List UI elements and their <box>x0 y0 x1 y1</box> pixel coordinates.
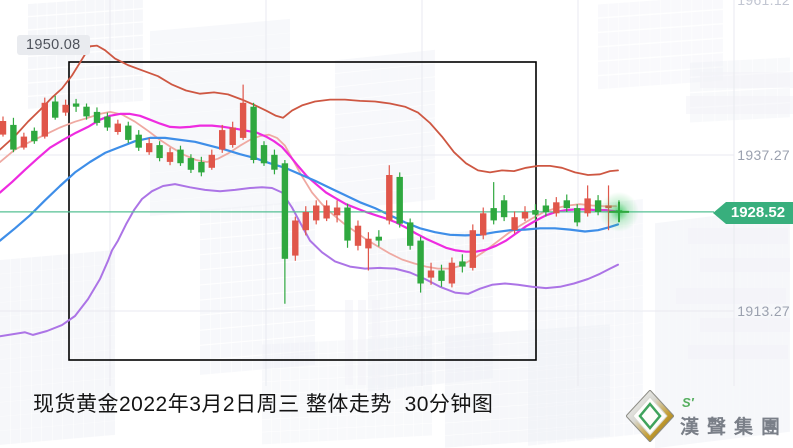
candle-body <box>208 154 215 168</box>
candle-body <box>239 102 247 138</box>
candle-body <box>500 200 508 218</box>
candle-body <box>333 207 341 216</box>
candle-body <box>83 106 90 117</box>
candle-body <box>0 121 7 135</box>
candle-body <box>114 123 121 132</box>
price-marker-label: 1950.08 <box>17 35 90 55</box>
candle-body <box>292 220 299 256</box>
brand-logo: S′ 漢聲集團 <box>624 388 793 446</box>
candle-body <box>354 225 362 246</box>
candle-body <box>93 111 101 123</box>
candle-body <box>229 127 236 145</box>
candle-body <box>480 213 487 236</box>
candle-body <box>438 270 445 281</box>
axis-price-label: 1961.12 <box>737 0 790 8</box>
brand-s-mark: S′ <box>682 395 694 410</box>
candle-body <box>260 145 268 164</box>
candle-body <box>31 130 38 142</box>
candle-body <box>386 175 393 221</box>
candle-body <box>271 154 278 170</box>
current-price-badge: 1928.52 <box>713 202 793 224</box>
candle-body <box>448 262 456 284</box>
candle-body <box>490 208 497 221</box>
candle-body <box>323 205 330 219</box>
candle-body <box>281 163 289 259</box>
candle-body <box>52 101 59 118</box>
candle-body <box>344 207 351 241</box>
candle-body <box>10 124 17 150</box>
ma-mid-line <box>0 112 618 253</box>
candles-group <box>0 84 623 304</box>
bollinger-lower-band-line <box>0 183 619 338</box>
candle-body <box>427 270 435 278</box>
ma-slow-line <box>0 136 620 242</box>
candle-body <box>135 134 142 148</box>
candle-body <box>511 217 518 231</box>
ma-fast-line <box>0 111 617 270</box>
candle-body <box>574 208 581 223</box>
candle-body <box>125 125 132 140</box>
candle-body <box>396 176 403 224</box>
candle-body <box>62 104 69 113</box>
candle-body <box>594 200 602 212</box>
candle-body <box>219 130 226 150</box>
candle-body <box>156 145 163 159</box>
candle-body <box>542 205 550 212</box>
candle-body <box>375 236 382 241</box>
candle-body <box>177 149 184 164</box>
candle-body <box>104 116 111 128</box>
highlight-box <box>68 61 537 361</box>
candle-body <box>20 136 28 148</box>
brand-name: 漢聲集團 <box>680 417 789 438</box>
candle-body <box>302 212 309 231</box>
candle-body <box>417 240 424 284</box>
axis-price-label: 1937.27 <box>737 147 790 163</box>
candle-body <box>166 152 174 162</box>
candle-body <box>553 202 560 214</box>
candle-body <box>365 238 372 249</box>
candle-body <box>584 198 591 214</box>
bollinger-upper-band-line <box>0 44 619 176</box>
candle-body <box>313 205 320 221</box>
candle-body <box>250 106 257 160</box>
candle-body <box>72 103 80 107</box>
chart-caption: 现货黄金2022年3月2日周三 整体走势 30分钟图 <box>33 393 494 416</box>
axis-price-label: 1913.27 <box>737 303 790 319</box>
candle-body <box>521 212 529 219</box>
candle-body <box>469 230 476 268</box>
candle-body <box>41 102 48 137</box>
candle-body <box>198 162 205 173</box>
brand-diamond-icon <box>626 390 674 442</box>
candle-body <box>407 222 414 246</box>
candle-body <box>459 261 466 267</box>
candle-body <box>563 200 570 209</box>
candle-body <box>187 158 195 170</box>
candle-body <box>146 143 153 153</box>
candle-body <box>532 210 539 215</box>
